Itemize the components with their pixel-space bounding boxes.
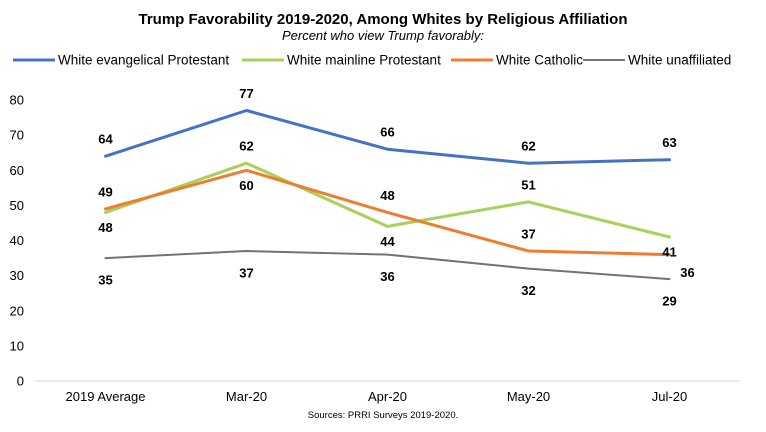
data-label-evangelical: 77 (239, 86, 253, 101)
x-axis: 2019 Average Mar-20 Apr-20 May-20 Jul-20 (66, 389, 688, 404)
source-note: Sources: PRRI Surveys 2019-2020. (308, 410, 459, 421)
data-label-mainline: 48 (98, 220, 112, 235)
y-tick-label: 30 (10, 268, 24, 283)
data-label-mainline: 41 (662, 244, 676, 259)
legend-label-unaffiliated: White unaffiliated (628, 53, 731, 68)
data-label-catholic: 37 (521, 227, 535, 242)
series-line-evangelical (104, 109, 671, 165)
data-label-catholic: 36 (680, 265, 694, 280)
data-label-unaffiliated: 36 (380, 269, 394, 284)
legend: White evangelical Protestant White mainl… (13, 53, 731, 68)
legend-label-mainline: White mainline Protestant (287, 53, 441, 68)
y-tick-label: 50 (10, 198, 24, 213)
legend-item-catholic[interactable]: White Catholic (451, 53, 583, 68)
y-tick-label: 80 (10, 93, 24, 108)
data-label-mainline: 44 (380, 234, 395, 249)
y-axis: 0 10 20 30 40 50 60 70 80 (10, 93, 24, 389)
x-tick-label: Apr-20 (368, 389, 407, 404)
y-tick-label: 40 (10, 233, 24, 248)
legend-label-catholic: White Catholic (496, 53, 583, 68)
y-tick-label: 10 (10, 338, 24, 353)
x-tick-label: Jul-20 (652, 389, 687, 404)
data-label-evangelical: 66 (380, 125, 394, 140)
legend-item-evangelical[interactable]: White evangelical Protestant (13, 53, 229, 68)
legend-item-mainline[interactable]: White mainline Protestant (242, 53, 441, 68)
series-line-unaffiliated (104, 250, 671, 281)
series-line-mainline (104, 161, 671, 239)
data-label-unaffiliated: 32 (521, 283, 535, 298)
data-label-mainline: 51 (521, 177, 535, 192)
x-tick-label: May-20 (507, 389, 550, 404)
chart-title: Trump Favorability 2019-2020, Among Whit… (139, 11, 628, 28)
y-tick-label: 60 (10, 163, 24, 178)
legend-label-evangelical: White evangelical Protestant (58, 53, 229, 68)
y-tick-label: 0 (17, 374, 24, 389)
data-label-unaffiliated: 29 (662, 294, 676, 309)
chart-subtitle: Percent who view Trump favorably: (282, 28, 484, 43)
data-label-mainline: 62 (239, 139, 253, 154)
data-label-evangelical: 62 (521, 139, 535, 154)
y-tick-label: 20 (10, 303, 24, 318)
data-label-evangelical: 64 (98, 132, 113, 147)
data-label-catholic: 49 (98, 184, 112, 199)
data-labels: 64 77 66 62 63 48 62 44 51 41 49 60 48 37 36 35 37 36 32 29 (98, 86, 694, 309)
data-label-catholic: 48 (380, 188, 394, 203)
x-tick-label: 2019 Average (66, 389, 146, 404)
series-line-catholic (104, 168, 671, 257)
data-label-unaffiliated: 37 (239, 266, 253, 281)
legend-item-unaffiliated[interactable]: White unaffiliated (583, 53, 731, 68)
data-label-catholic: 60 (239, 178, 253, 193)
x-tick-label: Mar-20 (226, 389, 267, 404)
series-lines (104, 109, 671, 281)
y-tick-label: 70 (10, 128, 24, 143)
data-label-unaffiliated: 35 (98, 273, 112, 288)
data-label-evangelical: 63 (662, 135, 676, 150)
